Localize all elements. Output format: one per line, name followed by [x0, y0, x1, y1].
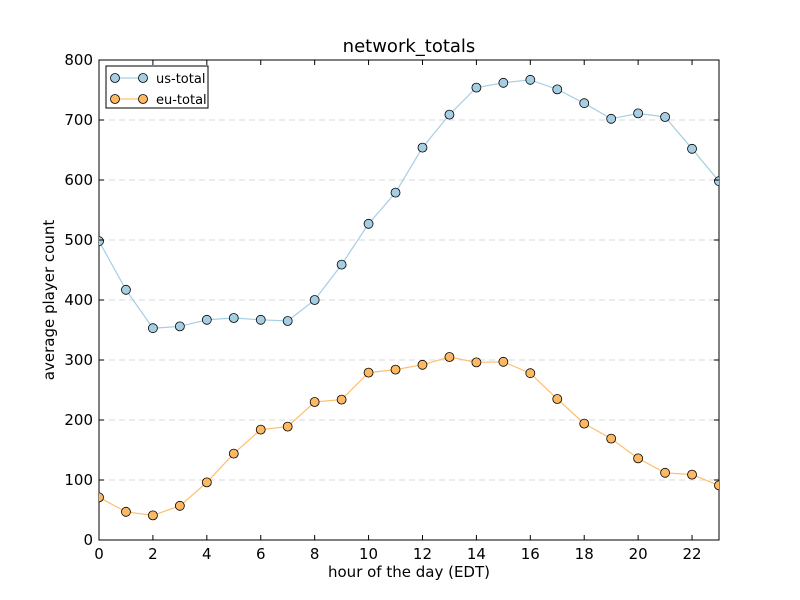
y-tick-label: 500	[64, 231, 93, 249]
data-point	[579, 418, 590, 429]
legend-label: eu-total	[156, 93, 207, 108]
x-tick-label: 14	[467, 545, 486, 563]
data-point	[498, 356, 509, 367]
legend-entry: us-total	[110, 72, 205, 87]
legend: us-total eu-total	[105, 65, 209, 109]
data-point	[255, 424, 266, 435]
y-tick-label: 400	[64, 291, 93, 309]
data-point	[633, 453, 644, 464]
x-tick-label: 2	[148, 545, 158, 563]
y-tick-label: 700	[64, 111, 93, 129]
data-point	[579, 98, 590, 109]
x-tick-label: 16	[521, 545, 540, 563]
data-point	[282, 421, 293, 432]
x-tick-label: 8	[310, 545, 320, 563]
data-point	[121, 506, 131, 517]
data-point	[417, 359, 428, 370]
x-tick-label: 6	[256, 545, 266, 563]
data-point	[390, 187, 401, 198]
y-tick-label: 800	[64, 51, 93, 69]
data-point	[606, 433, 617, 444]
legend-marker	[138, 73, 148, 83]
axis-ticks: 0 2 4 6 8 10 12 14 16 18 20 22 0 100 200 300 400 500 600 70…	[64, 51, 719, 563]
x-tick-label: 22	[682, 545, 701, 563]
data-point	[336, 259, 347, 270]
data-point	[660, 467, 670, 478]
data-point	[471, 82, 482, 93]
x-tick-label: 0	[94, 545, 104, 563]
data-point	[255, 314, 266, 325]
x-tick-label: 4	[202, 545, 212, 563]
legend-marker	[110, 94, 120, 104]
grid-lines	[99, 119, 719, 481]
series-us-total	[99, 74, 719, 334]
data-point	[606, 113, 617, 124]
x-tick-label: 10	[359, 545, 378, 563]
data-point	[525, 74, 536, 85]
data-point	[417, 142, 428, 153]
data-point	[498, 77, 509, 88]
data-point	[228, 313, 239, 323]
data-point	[660, 112, 670, 122]
data-point	[444, 352, 455, 362]
data-point	[174, 321, 185, 332]
x-tick-label: 18	[575, 545, 594, 563]
legend-box	[105, 65, 209, 109]
data-point	[552, 84, 563, 95]
data-point	[687, 143, 697, 154]
y-tick-label: 100	[64, 471, 93, 489]
data-point	[309, 397, 320, 407]
data-point	[309, 295, 320, 305]
legend-marker	[138, 94, 148, 104]
x-axis-label: hour of the day (EDT)	[328, 563, 490, 581]
data-point	[390, 364, 401, 375]
data-point	[525, 368, 536, 379]
y-tick-label: 300	[64, 351, 93, 369]
data-point	[633, 108, 644, 119]
y-tick-label: 0	[83, 531, 93, 549]
data-point	[148, 323, 158, 334]
data-point	[687, 469, 697, 480]
data-point	[201, 314, 212, 325]
data-point	[174, 500, 185, 511]
y-tick-label: 600	[64, 171, 93, 189]
legend-label: us-total	[156, 72, 205, 87]
data-point	[471, 357, 482, 368]
x-tick-label: 20	[629, 545, 648, 563]
x-tick-label: 12	[413, 545, 432, 563]
y-tick-label: 200	[64, 411, 93, 429]
legend-entry: eu-total	[110, 93, 207, 108]
data-point	[444, 109, 455, 120]
data-point	[148, 510, 158, 521]
data-point	[201, 477, 212, 488]
series-eu-total	[99, 352, 719, 521]
data-point	[282, 316, 293, 326]
series-line	[99, 356, 719, 517]
data-point	[99, 492, 104, 503]
data-point	[714, 176, 719, 187]
y-axis-label: average player count	[40, 220, 58, 381]
data-point	[363, 218, 374, 229]
data-point	[336, 394, 347, 405]
data-point	[121, 284, 131, 295]
legend-entries: us-total eu-total	[110, 72, 207, 108]
data-point	[714, 480, 719, 491]
data-point	[99, 236, 104, 247]
series-layer	[99, 74, 719, 521]
data-point	[363, 367, 374, 378]
plot-area	[99, 74, 719, 521]
data-point	[228, 448, 239, 459]
data-point	[552, 394, 563, 404]
legend-marker	[110, 73, 120, 83]
chart-title: network_totals	[343, 36, 476, 57]
